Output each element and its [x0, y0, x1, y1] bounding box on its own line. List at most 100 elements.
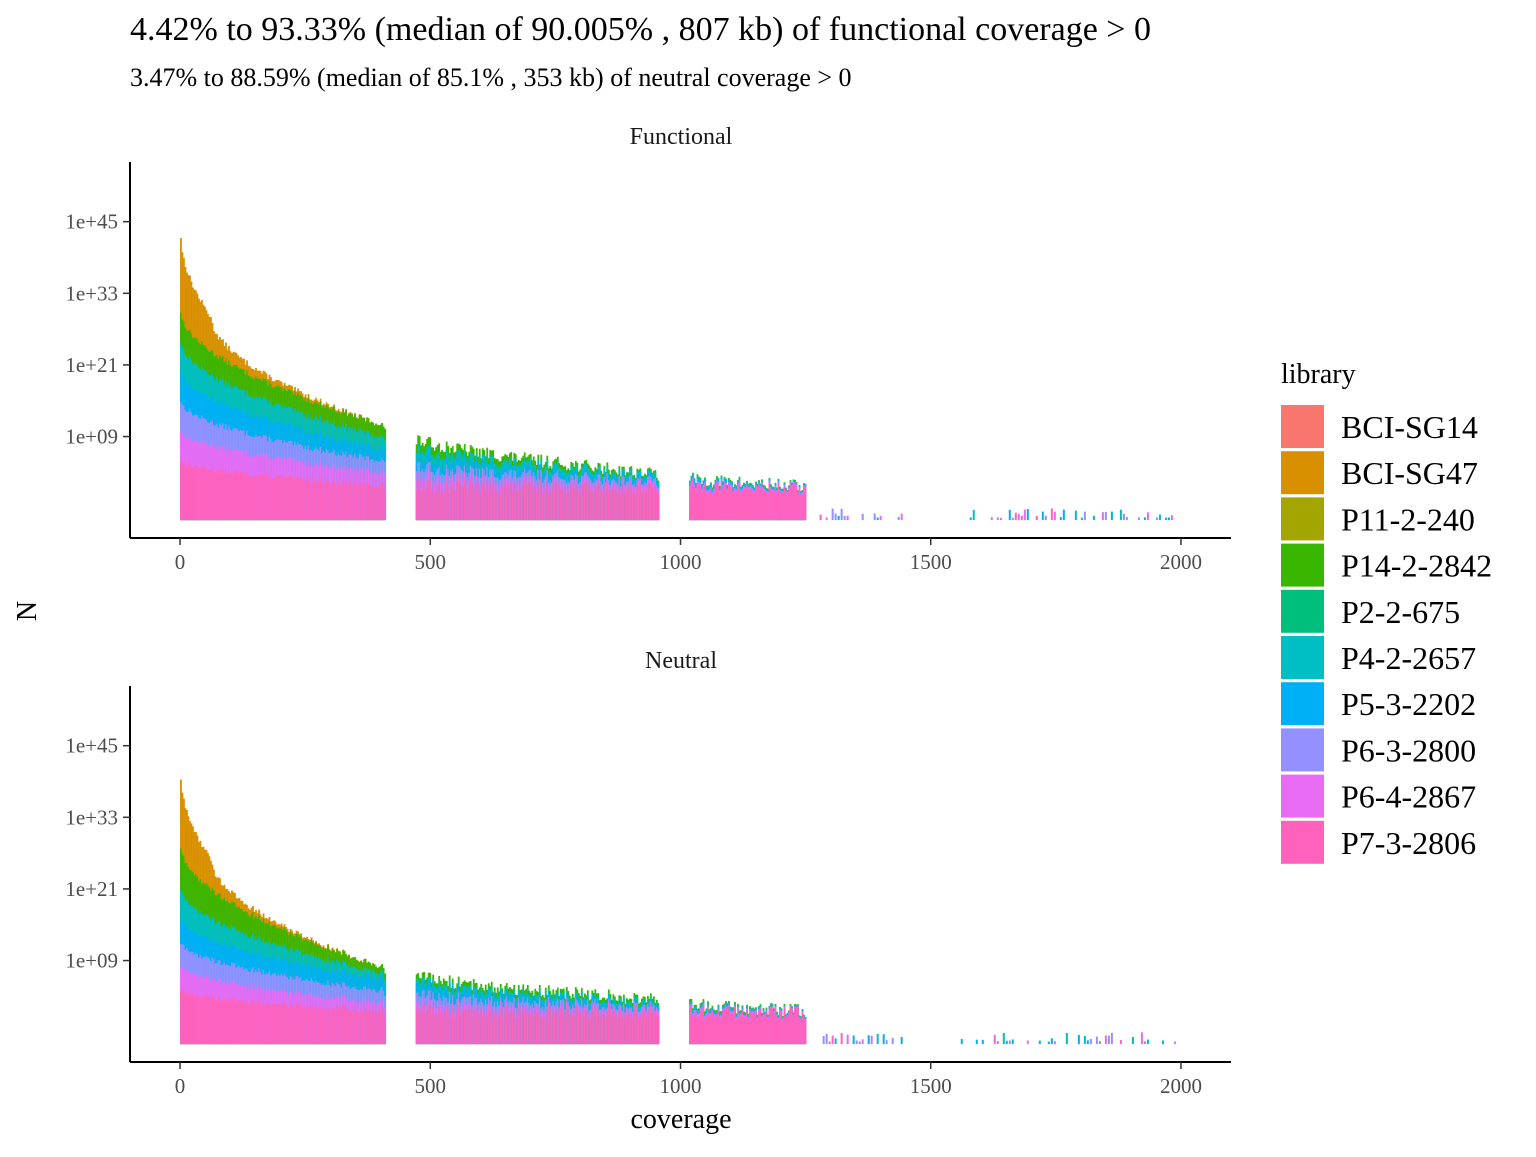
bar-p7-3-2806 [732, 494, 735, 521]
bar-p7-3-2806 [195, 993, 197, 1045]
bar-p7-3-2806 [214, 1000, 217, 1045]
bar-p7-3-2806 [640, 492, 643, 521]
bar-p7-3-2806 [294, 1006, 296, 1045]
bar-p7-3-2806 [192, 468, 194, 521]
tail-bar [996, 517, 999, 521]
bar-p7-3-2806 [738, 483, 741, 521]
bar-p7-3-2806 [726, 1009, 729, 1045]
bar-p7-3-2806 [211, 995, 214, 1045]
bar-p7-3-2806 [794, 484, 796, 521]
bar-p7-3-2806 [729, 487, 732, 521]
bar-p7-3-2806 [381, 1006, 384, 1045]
bar-p7-3-2806 [555, 1010, 558, 1045]
bar-p7-3-2806 [270, 476, 272, 521]
bar-p7-3-2806 [771, 1008, 774, 1045]
stacked-bars [180, 779, 1176, 1045]
bar-p7-3-2806 [256, 476, 259, 521]
bar-p7-3-2806 [483, 484, 486, 521]
bar-p7-3-2806 [643, 1011, 646, 1045]
tail-bar [867, 1035, 870, 1045]
bar-p7-3-2806 [713, 492, 715, 521]
bar-p7-3-2806 [235, 1001, 238, 1045]
bar-p7-3-2806 [331, 481, 334, 521]
bar-p7-3-2806 [381, 481, 384, 521]
bar-p7-3-2806 [319, 1008, 322, 1045]
tail-bar [1119, 1040, 1122, 1045]
bar-p7-3-2806 [761, 1017, 763, 1045]
bar-p7-3-2806 [451, 485, 454, 521]
x-tick-label: 500 [415, 550, 447, 574]
bar-p7-3-2806 [516, 1018, 519, 1045]
bar-p7-3-2806 [493, 1012, 496, 1045]
tail-bar [975, 1039, 978, 1045]
bar-p7-3-2806 [649, 1007, 652, 1045]
bar-p7-3-2806 [349, 1011, 352, 1045]
bar-p7-3-2806 [343, 1005, 346, 1045]
bar-p7-3-2806 [622, 1010, 625, 1045]
bar-p7-3-2806 [219, 468, 221, 521]
bar-p7-3-2806 [734, 491, 736, 521]
bar-p7-3-2806 [195, 465, 197, 521]
bar-p7-3-2806 [501, 1013, 504, 1045]
bar-p7-3-2806 [453, 491, 456, 521]
bar-p7-3-2806 [792, 483, 795, 521]
bar-p7-3-2806 [247, 476, 250, 521]
bar-p7-3-2806 [187, 993, 190, 1045]
bar-p7-3-2806 [217, 997, 220, 1045]
bar-p7-3-2806 [366, 1011, 369, 1045]
bar-p7-3-2806 [580, 485, 583, 521]
bar-p7-3-2806 [639, 484, 642, 521]
bar-p7-3-2806 [547, 1006, 550, 1045]
bar-p7-3-2806 [768, 483, 771, 521]
bar-p7-3-2806 [801, 493, 804, 521]
bar-p7-3-2806 [187, 465, 190, 521]
bar-p7-3-2806 [438, 1007, 441, 1045]
bar-p7-3-2806 [732, 1013, 735, 1045]
bar-p7-3-2806 [354, 481, 357, 521]
bar-p7-3-2806 [655, 1013, 658, 1045]
bar-p7-3-2806 [429, 480, 432, 521]
bar-p7-3-2806 [480, 492, 483, 521]
bar-p7-3-2806 [255, 474, 257, 521]
bar-p7-3-2806 [229, 473, 232, 521]
bar-p7-3-2806 [552, 486, 555, 521]
bar-p7-3-2806 [543, 491, 546, 521]
bar-p7-3-2806 [531, 488, 534, 521]
bar-p7-3-2806 [309, 1007, 311, 1045]
bar-p7-3-2806 [717, 485, 720, 521]
bar-p7-3-2806 [333, 1008, 335, 1045]
bar-p7-3-2806 [484, 1010, 487, 1045]
bar-p7-3-2806 [367, 1009, 370, 1045]
bar-p7-3-2806 [445, 481, 448, 521]
bar-p7-3-2806 [372, 485, 375, 521]
bar-p7-3-2806 [298, 1005, 301, 1045]
bar-p7-3-2806 [297, 476, 299, 521]
bar-p7-3-2806 [558, 487, 561, 521]
bar-p7-3-2806 [379, 485, 382, 521]
bar-p7-3-2806 [529, 1015, 532, 1045]
bar-p7-3-2806 [603, 1014, 606, 1045]
bar-p7-3-2806 [231, 474, 233, 521]
bar-p7-3-2806 [576, 485, 579, 521]
bar-p7-3-2806 [468, 1009, 471, 1045]
bar-p7-3-2806 [220, 470, 223, 521]
tail-bar [996, 1041, 999, 1045]
bar-p7-3-2806 [645, 1016, 648, 1045]
bar-p7-3-2806 [336, 484, 338, 521]
legend-label: BCI-SG47 [1341, 455, 1478, 491]
tail-bar [1101, 512, 1104, 521]
bar-p7-3-2806 [800, 1019, 802, 1045]
bar-p7-3-2806 [462, 487, 465, 521]
bar-p7-3-2806 [798, 1018, 801, 1045]
bar-p7-3-2806 [196, 994, 199, 1045]
bar-p7-3-2806 [456, 1012, 459, 1045]
tail-bar [1014, 512, 1017, 521]
bar-p7-3-2806 [439, 492, 442, 521]
bar-p7-3-2806 [556, 1008, 559, 1045]
bar-p7-3-2806 [264, 473, 266, 521]
bar-p7-3-2806 [758, 485, 760, 521]
bar-p7-3-2806 [286, 1005, 289, 1045]
tail-bar [891, 1038, 894, 1045]
bar-p7-3-2806 [198, 468, 200, 521]
bar-p7-3-2806 [534, 488, 537, 521]
